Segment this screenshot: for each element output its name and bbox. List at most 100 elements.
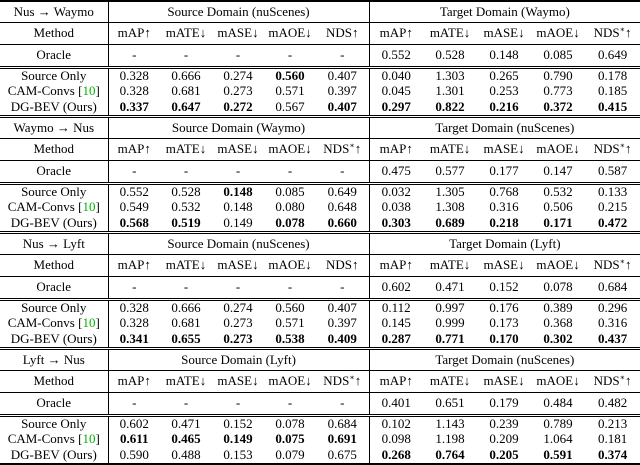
- method-row: DG-BEV (Ours) 0.337 0.647 0.272 0.567 0.407 0.…: [0, 99, 640, 118]
- metric-header-cell: NDS↑: [316, 254, 370, 277]
- value-cell: 0.471: [171, 416, 201, 432]
- value-cell: 0.272: [212, 99, 264, 118]
- metric-header-cell: mASE↓: [212, 370, 264, 393]
- citation-link[interactable]: 10: [82, 316, 96, 331]
- value-cell: 0.552: [107, 183, 160, 200]
- metric-header-cell: mASE↓: [212, 254, 264, 277]
- metric-header-cell: mASE↓: [212, 22, 264, 45]
- metric-header-cell: mAP↑: [107, 370, 160, 393]
- value-cell: 0.401: [368, 392, 424, 417]
- cite-open-bracket: [: [78, 316, 83, 331]
- metric-header-cell: NDS∗↑: [585, 22, 640, 45]
- value-cell: 0.079: [275, 447, 305, 462]
- value-cell: 0.274: [223, 68, 253, 84]
- value-cell: 1.198: [435, 432, 465, 447]
- method-cell: DG-BEV (Ours): [0, 99, 108, 118]
- metric-header-cell: mASE↓: [477, 254, 532, 277]
- value-cell: 0.532: [171, 200, 201, 215]
- value-cell: 0.488: [171, 447, 201, 462]
- value-cell: 0.568: [107, 215, 160, 234]
- target-domain-title: Target Domain (nuScenes): [368, 348, 640, 371]
- metric-header-cell: mASE↓: [477, 138, 532, 161]
- arrow-up-icon: ↑: [352, 25, 359, 41]
- metric-header-cell: mATE↓: [160, 370, 212, 393]
- method-label: DG-BEV (Ours): [10, 99, 97, 114]
- value-cell: -: [107, 44, 160, 69]
- value-cell: 0.519: [160, 215, 212, 234]
- value-cell: 0.649: [585, 44, 640, 69]
- value-cell: 0.316: [489, 200, 519, 215]
- metric-header-cell: mASE↓: [212, 138, 264, 161]
- arrow-up-icon: ↑: [354, 141, 362, 157]
- value-cell: 0.484: [531, 392, 586, 417]
- method-label: CAM-Convs: [7, 316, 75, 331]
- route-cell: Nus → Lyft: [0, 232, 108, 255]
- value-cell: 0.078: [531, 276, 586, 301]
- method-cell: Oracle: [0, 392, 108, 417]
- value-cell: 0.571: [275, 316, 305, 331]
- arrow-up-icon: ↑: [625, 141, 632, 157]
- value-cell: 0.549: [107, 200, 160, 215]
- value-cell: 0.045: [368, 84, 424, 99]
- value-cell: 0.407: [316, 99, 370, 118]
- metric-header-cell: mAP↑: [368, 138, 424, 161]
- value-cell: 0.078: [275, 416, 305, 432]
- value-cell: 0.273: [223, 316, 253, 331]
- method-row: CAM-Convs [10] 0.328 0.681 0.273 0.571 0.397 0…: [0, 316, 640, 331]
- column-header-row: Method mAP↑ mATE↓ mASE↓ mAOE↓ NDS∗↑ mAP↑ mATE↓ m…: [0, 138, 640, 161]
- metric-header-cell: NDS∗↑: [316, 370, 370, 393]
- value-cell: 0.689: [423, 215, 478, 234]
- metric-header-cell: mATE↓: [423, 22, 478, 45]
- value-cell: 0.415: [585, 99, 640, 118]
- nds-star-sup: ∗: [619, 257, 626, 267]
- metric-header-cell: mAP↑: [107, 138, 160, 161]
- value-cell: 0.602: [107, 415, 160, 432]
- nds-star-sup: ∗: [349, 373, 355, 383]
- method-label: Source Only: [21, 300, 87, 316]
- value-cell: -: [264, 276, 316, 301]
- nds-label: NDS: [593, 257, 620, 273]
- citation-link[interactable]: 10: [82, 432, 96, 447]
- metric-header-cell: mAOE↓: [531, 254, 586, 277]
- value-cell: 0.532: [543, 184, 573, 200]
- value-cell: 0.337: [107, 99, 160, 118]
- metric-header-cell: mATE↓: [160, 138, 212, 161]
- value-cell: 0.173: [489, 316, 519, 331]
- method-label: Oracle: [36, 163, 72, 179]
- citation-link[interactable]: 10: [82, 200, 96, 215]
- metric-header-cell: mAP↑: [368, 254, 424, 277]
- citation-link[interactable]: 10: [82, 84, 96, 99]
- method-cell: CAM-Convs [10]: [0, 432, 108, 447]
- value-cell: 0.098: [368, 432, 424, 447]
- column-header-row: Method mAP↑ mATE↓ mASE↓ mAOE↓ NDS∗↑ mAP↑ mATE↓ m…: [0, 370, 640, 393]
- method-cell: CAM-Convs [10]: [0, 200, 108, 215]
- value-cell: 0.560: [275, 68, 305, 84]
- value-cell: 0.265: [489, 68, 519, 84]
- value-cell: 0.239: [489, 416, 519, 432]
- method-row: Source Only 0.602 0.471 0.152 0.078 0.684 0.10…: [0, 415, 640, 432]
- metric-header-cell: mAP↑: [368, 22, 424, 45]
- metric-header-cell: mAOE↓: [531, 370, 586, 393]
- cite-open-bracket: [: [78, 84, 83, 99]
- arrow-up-icon: ↑: [625, 257, 632, 273]
- value-cell: 0.316: [597, 316, 628, 331]
- value-cell: 0.465: [171, 432, 201, 447]
- value-cell: 0.560: [275, 300, 305, 316]
- value-cell: 0.587: [585, 160, 640, 185]
- oracle-row: Oracle - - - - -0.401 0.651 0.179 0.484 0.482: [0, 392, 640, 417]
- value-cell: 1.308: [435, 200, 465, 215]
- value-cell: -: [160, 160, 212, 185]
- method-label: CAM-Convs: [7, 84, 75, 99]
- source-domain-title: Source Domain (Lyft): [107, 348, 370, 371]
- method-header-cell: Method: [0, 254, 108, 277]
- value-cell: 0.296: [597, 300, 628, 316]
- value-cell: 0.112: [368, 299, 424, 316]
- metric-header-cell: mAOE↓: [531, 138, 586, 161]
- method-header-cell: Method: [0, 370, 108, 393]
- source-domain-title: Source Domain (nuScenes): [107, 1, 370, 23]
- nds-star-sup: ∗: [349, 141, 355, 151]
- method-cell: Oracle: [0, 44, 108, 69]
- section-header-row: Nus → Lyft Source Domain (nuScenes) Target…: [0, 232, 640, 255]
- method-row: DG-BEV (Ours) 0.568 0.519 0.149 0.078 0.660 0.…: [0, 215, 640, 234]
